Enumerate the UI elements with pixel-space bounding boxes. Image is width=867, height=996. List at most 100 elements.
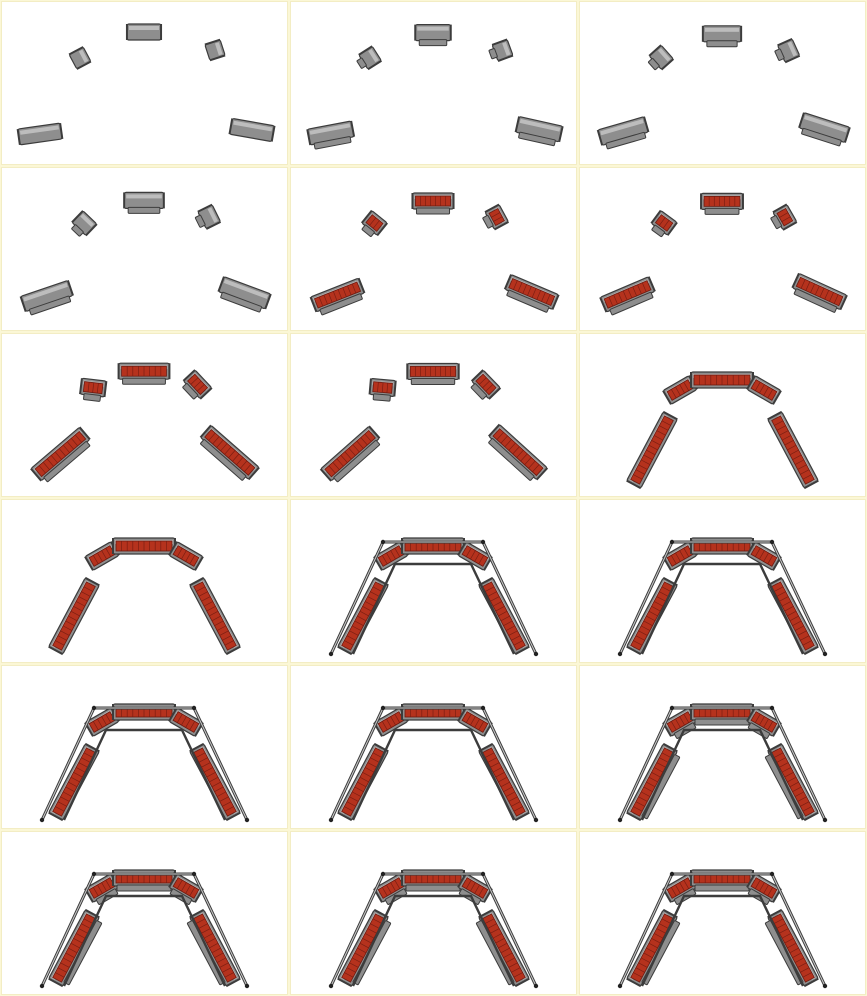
arch-piece <box>319 425 381 483</box>
arch-piece <box>700 192 744 215</box>
frame-cell <box>1 167 288 331</box>
arch-piece <box>457 707 493 737</box>
arch-drawing <box>328 537 539 657</box>
arch-piece <box>414 24 452 47</box>
frame-cell <box>1 499 288 663</box>
arch-piece <box>478 576 530 656</box>
arch-drawing <box>48 537 241 656</box>
frame-cell <box>579 499 866 663</box>
arch-piece <box>406 362 460 385</box>
arch-piece <box>648 44 675 71</box>
arch-piece <box>217 276 272 313</box>
arch-piece <box>112 703 176 721</box>
arch-drawing <box>617 869 828 989</box>
arch-piece <box>662 873 698 905</box>
arch-piece <box>228 118 276 142</box>
arch-piece <box>478 742 530 822</box>
arch-piece <box>596 116 650 150</box>
arch-drawing <box>39 703 250 823</box>
arch-piece <box>626 742 681 822</box>
arch-piece <box>599 276 656 316</box>
arch-drawing <box>328 869 539 989</box>
arch-piece <box>30 426 91 483</box>
frame-rails <box>328 871 539 989</box>
arch-drawing <box>617 537 828 657</box>
frame-cell <box>290 333 577 497</box>
frame-rails <box>39 705 250 823</box>
arch-piece <box>401 537 465 555</box>
arch-piece <box>204 38 226 62</box>
arch-piece <box>337 742 389 822</box>
arch-piece <box>746 873 782 905</box>
arch-piece <box>401 703 465 721</box>
arch-piece <box>48 908 103 988</box>
arch-piece <box>774 37 801 64</box>
frame-cell <box>579 1 866 165</box>
arch-piece <box>488 423 549 481</box>
frame-rails <box>617 539 828 657</box>
frame-rails <box>328 539 539 657</box>
arch-drawing <box>617 703 828 823</box>
frame-cell <box>579 831 866 995</box>
arch-piece <box>337 908 392 988</box>
arch-piece <box>746 375 782 405</box>
arch-piece <box>189 576 241 656</box>
arch-drawing <box>626 371 819 490</box>
arch-piece <box>368 378 397 402</box>
frame-cell <box>579 333 866 497</box>
arch-piece <box>470 369 502 400</box>
arch-piece <box>514 116 564 147</box>
arch-piece <box>337 576 389 656</box>
arch-piece <box>309 277 366 316</box>
arch-piece <box>360 209 389 237</box>
arch-piece <box>125 23 163 41</box>
frame-cell <box>290 1 577 165</box>
arch-piece <box>199 424 260 481</box>
arch-piece <box>48 742 100 822</box>
frame-cell <box>290 167 577 331</box>
arch-piece <box>767 576 819 656</box>
arch-piece <box>626 576 678 656</box>
frame-cell <box>290 499 577 663</box>
arch-drawing <box>328 703 539 823</box>
arch-piece <box>48 576 100 656</box>
arch-piece <box>68 46 92 70</box>
arch-piece <box>475 908 530 988</box>
arch-piece <box>356 45 383 71</box>
arch-piece <box>189 742 241 822</box>
frame-cell <box>579 665 866 829</box>
arch-drawing <box>599 192 848 316</box>
frame-rails <box>328 705 539 823</box>
arch-piece <box>482 203 509 231</box>
arch-piece <box>746 541 782 571</box>
arch-drawing <box>319 362 549 483</box>
arch-drawing <box>16 23 276 146</box>
frame-rails <box>617 705 828 823</box>
arch-piece <box>306 120 356 150</box>
arch-piece <box>650 209 678 238</box>
arch-piece <box>626 908 681 988</box>
arch-drawing <box>39 869 250 989</box>
frame-cell <box>1 333 288 497</box>
frame-cell <box>1 831 288 995</box>
frame-cell <box>290 831 577 995</box>
frame-cell <box>1 665 288 829</box>
arch-piece <box>182 369 213 400</box>
arch-piece <box>662 707 698 739</box>
arch-piece <box>791 272 848 313</box>
arch-piece <box>16 122 64 146</box>
arch-piece <box>457 541 493 571</box>
arch-piece <box>767 410 819 490</box>
arch-piece <box>19 280 74 316</box>
arch-piece <box>488 38 514 62</box>
arch-piece <box>690 371 754 389</box>
arch-piece <box>701 25 743 48</box>
frame-cell <box>290 665 577 829</box>
arch-piece <box>168 541 204 571</box>
arch-piece <box>626 410 678 490</box>
arch-piece <box>798 112 851 147</box>
arch-piece <box>503 274 560 313</box>
arch-drawing <box>309 192 560 316</box>
arch-piece <box>112 537 176 555</box>
arch-piece <box>194 203 222 230</box>
